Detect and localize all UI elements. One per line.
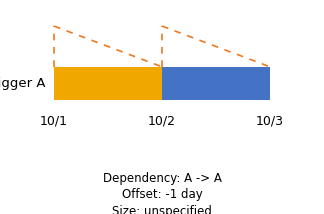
Text: 10/2: 10/2 bbox=[148, 115, 176, 128]
Text: Size: unspecified: Size: unspecified bbox=[112, 205, 212, 214]
Text: Dependency: A -> A: Dependency: A -> A bbox=[103, 172, 221, 185]
Text: Trigger A: Trigger A bbox=[0, 77, 45, 90]
Text: 10/1: 10/1 bbox=[40, 115, 68, 128]
Text: 10/3: 10/3 bbox=[256, 115, 284, 128]
Bar bbox=[162, 67, 270, 100]
Text: Offset: -1 day: Offset: -1 day bbox=[122, 188, 202, 201]
Bar bbox=[54, 67, 162, 100]
